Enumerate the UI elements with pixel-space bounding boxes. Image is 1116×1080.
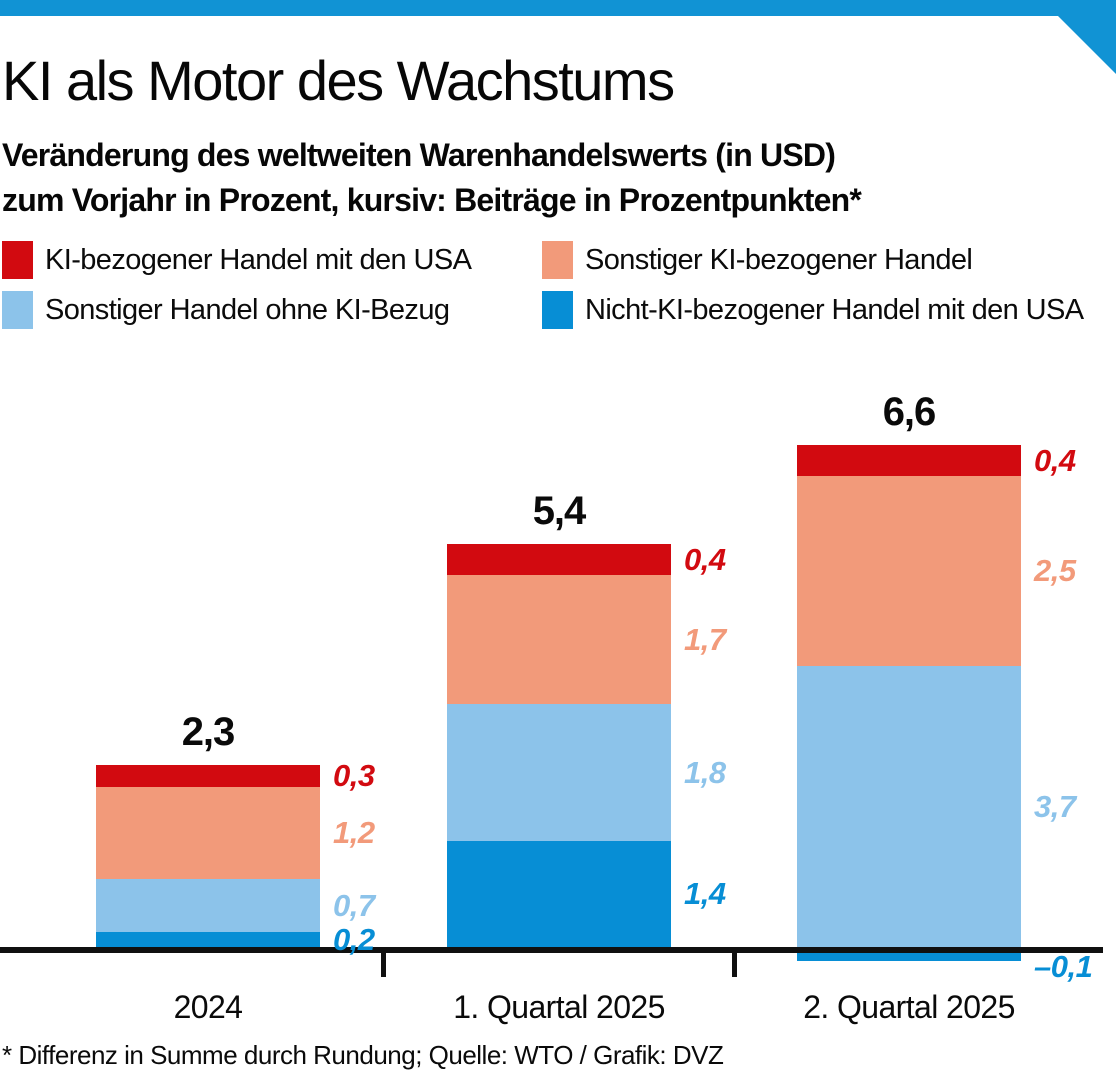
bar-segment-value-label: 0,7 xyxy=(333,888,375,923)
chart-subtitle-line2: zum Vorjahr in Prozent, kursiv: Beiträge… xyxy=(2,182,862,218)
bar-segment xyxy=(797,953,1021,961)
header-accent-ribbon xyxy=(0,0,1116,74)
legend-label: Sonstiger KI-bezogener Handel xyxy=(585,243,973,276)
bar-total-label: 2,3 xyxy=(181,710,236,754)
bar-segment xyxy=(96,932,320,947)
bar-segment xyxy=(447,841,671,947)
legend-label: Nicht-KI-bezogener Handel mit den USA xyxy=(585,293,1084,326)
bar-segment-value-label: 0,4 xyxy=(684,542,726,577)
bar-segment xyxy=(96,879,320,932)
bar-segment-value-label: 2,5 xyxy=(1034,553,1076,588)
page-title: KI als Motor des Wachstums xyxy=(2,49,675,112)
chart-subtitle: Veränderung des weltweiten Warenhandelsw… xyxy=(2,133,862,223)
bar-total-label: 5,4 xyxy=(532,489,587,533)
bar-segment-value-label: 0,3 xyxy=(333,758,375,793)
x-axis-label: 2024 xyxy=(173,989,243,1025)
legend-item-ki-handel-usa: KI-bezogener Handel mit den USA xyxy=(2,241,542,279)
bar-segment-value-label: 1,4 xyxy=(684,876,726,911)
bar-segment-value-label: 0,2 xyxy=(333,922,375,957)
bar-segment xyxy=(797,666,1021,947)
bar-total-label: 6,6 xyxy=(882,390,937,434)
legend-swatch-salmon xyxy=(542,241,573,279)
legend-swatch-lightblue xyxy=(2,291,33,329)
bar-segment-value-label: 1,7 xyxy=(684,622,726,657)
legend-swatch-darkblue xyxy=(542,291,573,329)
legend-label: KI-bezogener Handel mit den USA xyxy=(45,243,472,276)
bar-segment-value-label: –0,1 xyxy=(1034,949,1093,984)
legend-item-sonstiger-ki-handel: Sonstiger KI-bezogener Handel xyxy=(542,241,1116,279)
chart-legend: KI-bezogener Handel mit den USA Sonstige… xyxy=(2,241,1116,329)
x-axis-line xyxy=(0,947,1103,953)
bar-segment xyxy=(96,765,320,787)
bar-segment xyxy=(447,704,671,841)
bar-segment-value-label: 0,4 xyxy=(1034,443,1076,478)
x-axis-tick xyxy=(732,947,737,977)
bar-segment-value-label: 1,8 xyxy=(684,755,726,790)
x-axis-label: 2. Quartal 2025 xyxy=(803,989,1015,1025)
chart-subtitle-line1: Veränderung des weltweiten Warenhandelsw… xyxy=(2,137,836,173)
footnote-source: * Differenz in Summe durch Rundung; Quel… xyxy=(2,1040,724,1070)
legend-label: Sonstiger Handel ohne KI-Bezug xyxy=(45,293,450,326)
x-axis-label: 1. Quartal 2025 xyxy=(453,989,665,1025)
legend-swatch-red xyxy=(2,241,33,279)
bar-segment-value-label: 1,2 xyxy=(333,815,375,850)
bar-segment xyxy=(447,575,671,704)
legend-item-handel-ohne-ki: Sonstiger Handel ohne KI-Bezug xyxy=(2,291,542,329)
legend-item-nicht-ki-handel-usa: Nicht-KI-bezogener Handel mit den USA xyxy=(542,291,1116,329)
bar-segment xyxy=(96,787,320,879)
bar-segment xyxy=(797,476,1021,666)
bar-segment xyxy=(447,544,671,575)
bar-segment-value-label: 3,7 xyxy=(1034,789,1076,824)
bar-segment xyxy=(797,445,1021,476)
x-axis-tick xyxy=(381,947,386,977)
